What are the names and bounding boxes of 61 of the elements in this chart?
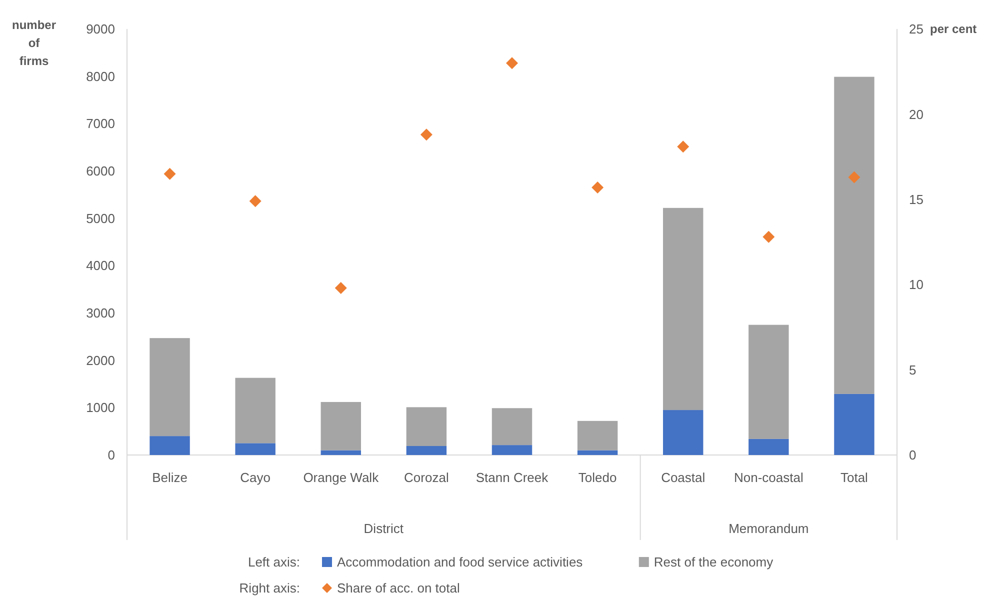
y2-tick-label: 20 — [909, 106, 924, 122]
y2-tick-label: 10 — [909, 277, 924, 292]
bar — [577, 420, 618, 450]
y-tick-label: 7000 — [86, 116, 115, 132]
y-tick-label: 3000 — [86, 306, 115, 321]
y-axis-title: number of firms — [12, 18, 56, 68]
x-tick-label: Cayo — [240, 470, 271, 485]
legend-label: Rest of the economy — [654, 554, 774, 570]
bar — [406, 446, 447, 455]
legend-label: Share of acc. on total — [337, 580, 460, 596]
bar — [834, 76, 874, 394]
y-tick-label: 1000 — [86, 400, 115, 416]
bar — [492, 408, 532, 446]
bar — [834, 394, 874, 455]
x-tick-label: Total — [840, 470, 868, 485]
point — [848, 171, 860, 184]
x-tick-label: Orange Walk — [303, 470, 380, 485]
y2-axis-title: per cent — [930, 22, 977, 36]
bar — [150, 436, 190, 455]
point — [334, 282, 347, 294]
y-tick-label: 2000 — [86, 352, 115, 368]
bar — [320, 450, 361, 455]
bar — [663, 410, 704, 455]
x-tick-label: Coastal — [661, 470, 706, 485]
point — [677, 140, 690, 153]
y-tick-label: 8000 — [86, 68, 115, 84]
x-tick-label: Non-coastal — [734, 470, 804, 485]
point — [762, 230, 775, 243]
bar — [663, 208, 704, 410]
bar — [406, 407, 447, 446]
bar — [492, 445, 532, 455]
y-tick-label: 9000 — [86, 22, 115, 37]
y-tick-label: 6000 — [86, 164, 115, 179]
text: District — [364, 521, 404, 536]
y-tick-label: 0 — [108, 448, 115, 463]
point — [164, 168, 176, 180]
x-tick-label: Corozal — [404, 470, 449, 485]
x-tick-label: Stann Creek — [476, 470, 549, 485]
point — [592, 181, 604, 194]
bar — [748, 438, 789, 455]
bar — [748, 324, 789, 439]
y2-tick-label: 25 — [909, 22, 924, 37]
y-tick-label: 5000 — [86, 210, 115, 226]
bar — [320, 402, 361, 450]
y2-tick-label: 15 — [909, 192, 924, 207]
text: Right axis: — [239, 580, 300, 596]
bar — [235, 443, 276, 455]
y2-tick-label: 5 — [909, 362, 916, 378]
y2-tick-label: 0 — [909, 448, 916, 463]
point — [506, 57, 518, 70]
bar — [235, 378, 276, 444]
text: Memorandum — [728, 521, 809, 536]
y-tick-label: 4000 — [86, 258, 115, 274]
point — [420, 128, 432, 141]
bar — [577, 450, 618, 455]
legend-label: Accommodation and food service activities — [337, 554, 584, 570]
x-tick-label: Toledo — [578, 470, 617, 485]
x-tick-label: Belize — [152, 470, 188, 485]
text: Left axis: — [248, 554, 300, 570]
bar — [150, 338, 190, 436]
point — [249, 195, 262, 208]
